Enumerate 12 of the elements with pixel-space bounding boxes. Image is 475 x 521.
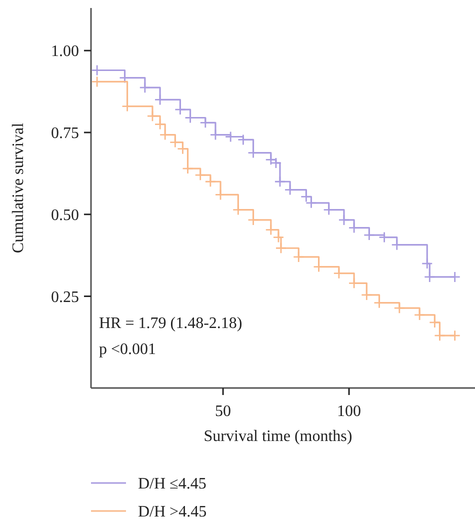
legend-label: D/H ≤4.45: [138, 476, 206, 493]
legend-label: D/H >4.45: [138, 504, 207, 521]
annotation: p <0.001: [99, 341, 156, 358]
x-tick-label: 100: [337, 403, 362, 420]
x-tick-label: 50: [215, 403, 232, 420]
annotation: HR = 1.79 (1.48-2.18): [99, 315, 242, 332]
y-tick-label: 0.50: [51, 206, 79, 224]
x-axis-title: Survival time (months): [204, 428, 352, 445]
y-tick-label: 1.00: [51, 43, 79, 60]
y-tick-label: 0.25: [51, 288, 79, 306]
y-axis-title: Cumulative survival: [10, 122, 27, 254]
y-tick-label: 0.75: [51, 125, 79, 142]
